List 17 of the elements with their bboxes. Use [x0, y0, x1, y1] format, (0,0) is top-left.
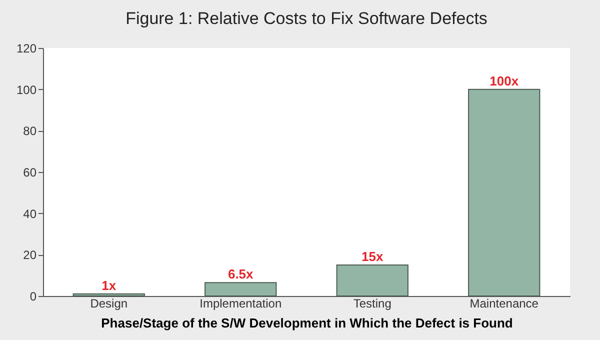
chart-title: Figure 1: Relative Costs to Fix Software Defects — [126, 9, 488, 28]
x-tick-label: Implementation — [200, 296, 282, 310]
y-tick-label: 80 — [23, 124, 37, 138]
data-label: 1x — [102, 278, 117, 293]
x-tick-label: Testing — [353, 296, 392, 310]
y-tick-label: 60 — [23, 166, 37, 180]
data-label: 6.5x — [228, 266, 254, 282]
x-tick-label: Maintenance — [470, 296, 539, 310]
y-tick-label: 100 — [16, 82, 37, 97]
x-tick-label: Design — [90, 296, 128, 310]
y-tick-label: 120 — [16, 42, 37, 56]
data-label: 15x — [362, 249, 384, 264]
y-tick-label: 40 — [23, 206, 37, 221]
y-tick-label: 20 — [23, 248, 37, 262]
x-axis-title: Phase/Stage of the S/W Development in Which the Defect is Found — [101, 316, 513, 330]
data-label: 100x — [490, 73, 520, 88]
y-tick-label: 0 — [30, 290, 37, 304]
